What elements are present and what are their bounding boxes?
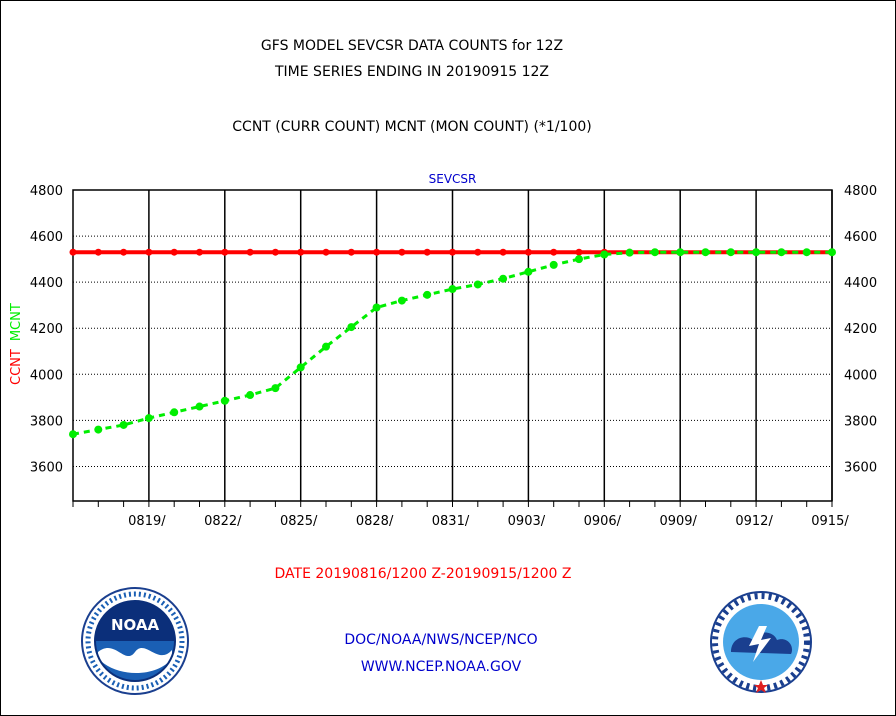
data-point-ccnt [423, 248, 431, 256]
data-point-mcnt [271, 384, 280, 393]
data-point-ccnt [322, 248, 330, 256]
y-tick-label-left: 4000 [30, 368, 63, 383]
data-point-mcnt [828, 248, 836, 257]
data-point-ccnt [524, 248, 532, 256]
y-tick-label-left: 3800 [30, 414, 63, 429]
data-point-mcnt [777, 248, 786, 257]
data-point-mcnt [549, 260, 558, 269]
data-point-mcnt [524, 267, 533, 276]
data-point-mcnt [600, 250, 609, 259]
y-tick-label-right: 3600 [844, 460, 877, 475]
y-axis-label-ccnt: CCNT [9, 349, 24, 385]
data-point-ccnt [398, 248, 406, 256]
data-point-ccnt [347, 248, 355, 256]
data-point-mcnt [322, 342, 330, 351]
y-tick-label-right: 4400 [844, 276, 877, 291]
data-point-ccnt [145, 248, 153, 256]
data-point-ccnt [94, 248, 102, 256]
data-point-mcnt [423, 290, 432, 299]
y-tick-label-left: 3600 [30, 460, 63, 475]
data-point-mcnt [397, 296, 406, 305]
data-point-ccnt [499, 248, 507, 256]
data-point-mcnt [625, 248, 634, 257]
data-point-mcnt [752, 248, 761, 257]
nws-logo-icon [710, 591, 812, 693]
data-point-mcnt [726, 248, 735, 257]
date-range: DATE 20190816/1200 Z-20190915/1200 Z [274, 566, 572, 582]
x-tick-label: 0822/ [204, 514, 242, 529]
data-point-mcnt [499, 274, 508, 283]
chart-subtitle: CCNT (CURR COUNT) MCNT (MON COUNT) (*1/1… [232, 119, 592, 135]
y-tick-label-right: 4000 [844, 368, 877, 383]
y-tick-label-right: 4600 [844, 230, 877, 245]
data-point-ccnt [474, 248, 482, 256]
data-point-mcnt [170, 408, 179, 417]
noaa-logo-icon: NOAA [81, 587, 189, 695]
data-point-mcnt [144, 414, 153, 423]
y-tick-label-left: 4800 [30, 184, 63, 199]
y-tick-label-right: 4800 [844, 184, 877, 199]
data-point-mcnt [575, 255, 583, 264]
data-point-ccnt [170, 248, 178, 256]
y-tick-label-right: 3800 [844, 414, 877, 429]
data-point-mcnt [473, 280, 482, 289]
x-tick-label: 0831/ [432, 514, 470, 529]
data-point-mcnt [701, 248, 710, 257]
data-point-ccnt [449, 248, 456, 256]
x-tick-label: 0909/ [659, 514, 697, 529]
agency-text: DOC/NOAA/NWS/NCEP/NCO [344, 632, 538, 648]
x-tick-label: 0825/ [280, 514, 318, 529]
data-point-ccnt [120, 248, 128, 256]
data-point-ccnt [297, 248, 305, 256]
plot-area [72, 189, 833, 502]
website-link[interactable]: WWW.NCEP.NOAA.GOV [360, 659, 522, 675]
x-tick-label: 0915/ [811, 514, 849, 529]
data-point-ccnt [373, 248, 381, 256]
data-point-mcnt [69, 430, 77, 439]
y-tick-label-left: 4200 [30, 322, 63, 337]
noaa-logo-text: NOAA [111, 616, 160, 634]
data-point-ccnt [575, 248, 583, 256]
data-point-mcnt [802, 248, 811, 257]
data-point-mcnt [296, 363, 305, 372]
chart-title-line1: GFS MODEL SEVCSR DATA COUNTS for 12Z [260, 38, 564, 54]
data-point-ccnt [196, 248, 203, 256]
y-axis-label: CCNT MCNT [9, 303, 24, 385]
x-tick-label: 0912/ [735, 514, 773, 529]
data-point-mcnt [347, 323, 356, 332]
y-tick-label-left: 4600 [30, 230, 63, 245]
data-point-ccnt [246, 248, 254, 256]
y-tick-label-right: 4200 [844, 322, 877, 337]
data-point-mcnt [119, 420, 128, 429]
plot-title: SEVCSR [429, 172, 477, 186]
x-tick-label: 0819/ [128, 514, 166, 529]
x-tick-label: 0903/ [508, 514, 546, 529]
y-tick-label-left: 4400 [30, 276, 63, 291]
x-tick-label: 0828/ [356, 514, 394, 529]
data-point-ccnt [271, 248, 279, 256]
data-point-mcnt [676, 248, 685, 257]
data-point-mcnt [246, 391, 255, 400]
data-point-mcnt [195, 402, 204, 411]
data-point-ccnt [221, 248, 229, 256]
data-point-mcnt [448, 285, 457, 294]
chart-title-line2: TIME SERIES ENDING IN 20190915 12Z [275, 64, 549, 80]
x-tick-label: 0906/ [584, 514, 622, 529]
data-point-mcnt [650, 248, 659, 257]
data-point-mcnt [94, 425, 103, 434]
data-point-ccnt [69, 248, 77, 256]
data-point-ccnt [550, 248, 558, 256]
y-axis-label-mcnt: MCNT [9, 303, 24, 341]
data-point-mcnt [220, 396, 229, 405]
data-point-mcnt [372, 303, 381, 312]
